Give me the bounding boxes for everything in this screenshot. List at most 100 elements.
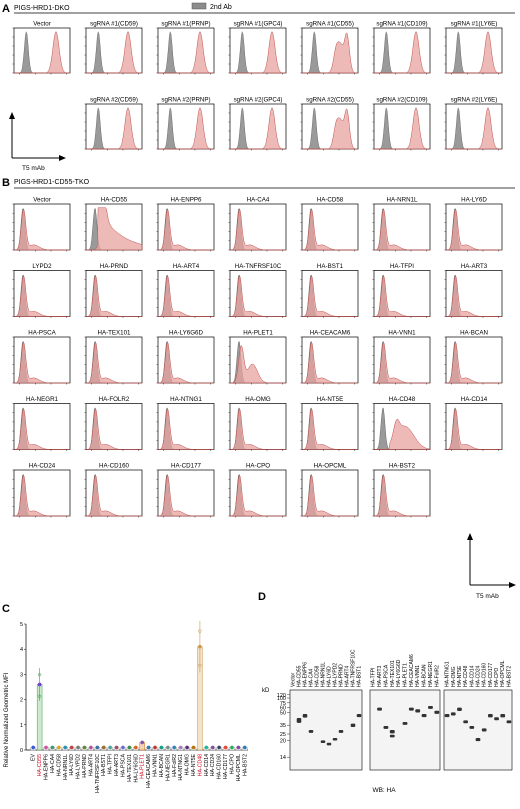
replicate-HA-CD55: [37, 694, 42, 698]
point-HA-VNN1: [153, 745, 157, 750]
lane-label: HA-ENPP6: [303, 662, 309, 687]
histogram-label: HA-LY6D: [461, 197, 487, 204]
histogram-b-3-3: HA-OMG: [228, 396, 287, 451]
histogram-b-1-5: HA-TFPI: [372, 263, 431, 318]
lane-label: HA-NEGR1: [428, 661, 434, 687]
histogram-b-4-5: HA-BST2: [372, 463, 431, 518]
histogram-a1-2: sgRNA #1(PRNP): [156, 21, 215, 75]
histogram-label: sgRNA #2(CD59): [90, 97, 138, 104]
histogram-label: HA-BST2: [389, 463, 416, 470]
band: [320, 740, 326, 743]
lane-label: HA-CPO: [494, 667, 500, 687]
histogram-a2-0: sgRNA #2(CD59): [84, 97, 143, 151]
lane-label: HA-BCAN: [422, 664, 428, 687]
sample-histogram: [230, 31, 286, 74]
sample-histogram: [14, 274, 70, 317]
x-tick-label: HA-OPCML: [236, 754, 242, 781]
point-HA-CD160: [217, 745, 221, 750]
x-tick-label: HA-ENPP6: [44, 754, 50, 780]
band: [389, 734, 395, 738]
point-HA-OMG: [185, 745, 189, 750]
band: [383, 726, 389, 729]
lane-label: HA-PLET1: [403, 663, 409, 687]
sample-histogram: [158, 341, 214, 384]
x-tick-label: HA-VNN1: [153, 754, 159, 777]
histogram-label: LYPD2: [32, 263, 52, 270]
band: [450, 712, 456, 716]
histogram-label: HA-CD55: [101, 197, 128, 204]
lane-label: HA-CD160: [482, 663, 488, 687]
histogram-b-1-0: LYPD2: [12, 263, 71, 318]
kd-label: kD: [262, 688, 270, 694]
panel-c-letter: C: [2, 603, 10, 615]
histogram-a2-2: sgRNA #2(GPC4): [228, 97, 287, 151]
sample-histogram: [302, 208, 358, 251]
y-tick-label: 3: [20, 672, 23, 678]
sample-histogram: [446, 31, 502, 74]
lane-label: HA-LYPD2: [333, 663, 339, 687]
histogram-label: HA-CEACAM6: [310, 330, 351, 337]
point-HA-TEX101: [127, 745, 132, 750]
histogram-label: HA-OMG: [245, 396, 271, 403]
lane-label: HA-NT5E: [457, 665, 463, 687]
y-tick-label: 5: [20, 622, 23, 628]
lane-label: HA-CEACAM6: [409, 654, 415, 687]
x-tick-label: HA-CD55: [37, 754, 43, 776]
blot-1: Vector HA-CD55 HA-ENPP6 HA-CA4 HA-CD58 HA-NRN…: [289, 649, 363, 771]
histogram-label: HA-VNN1: [388, 330, 416, 337]
point-HA-CD24: [210, 745, 215, 750]
panel-b-axis-arrows: [467, 533, 516, 588]
histogram-b-0-1: HA-CD55: [84, 197, 143, 252]
lane-label: HA-OMG: [451, 666, 457, 687]
lane-label: HA-NRN1L: [321, 662, 327, 687]
histogram-label: HA-NTNG1: [170, 396, 202, 403]
histogram-b-4-1: HA-CD160: [84, 463, 143, 518]
point-HA-NRN1L: [63, 745, 68, 750]
lane-label: HA-FolR2: [434, 665, 440, 687]
x-tick-label: HA-LY6D: [69, 754, 75, 776]
point-HA-ART3: [114, 745, 119, 750]
x-tick-label: HA-TEX101: [127, 754, 133, 782]
marker-20: 20: [280, 738, 286, 744]
histogram-label: HA-NRN1L: [387, 197, 419, 204]
point-HA-BST2: [242, 745, 247, 750]
lane-label: HA-TFPI: [371, 668, 377, 687]
histogram-b-1-3: HA-TNFRSF10C: [228, 263, 287, 318]
replicate-HA-CD55: [37, 673, 42, 677]
lane-label: HA-CD48: [463, 665, 469, 687]
x-tick-label: HA-CA4: [50, 754, 56, 773]
panel-a-axis-arrows: [9, 112, 66, 161]
point-HA-CEACAM6: [146, 745, 151, 750]
histogram-b-4-4: HA-OPCML: [300, 463, 359, 518]
histogram-label: HA-CD24: [29, 463, 56, 470]
sample-histogram: [230, 407, 286, 450]
sample-histogram: [158, 107, 214, 150]
marker-100: 100: [277, 696, 286, 702]
point-HA-NTNG1: [178, 745, 183, 750]
x-tick-label: HA-CD160: [217, 754, 223, 779]
marker-75: 75: [280, 701, 286, 707]
sample-histogram: [302, 407, 358, 450]
histogram-label: Vector: [33, 21, 51, 28]
histogram-label: HA-PSCA: [28, 330, 56, 337]
legend-label: 2nd Ab: [210, 4, 232, 11]
x-tick-label: HA-CD177: [223, 754, 229, 779]
sample-histogram: [230, 208, 286, 251]
histogram-label: HA-BCAN: [460, 330, 488, 337]
x-tick-label: HA-NEGR1: [165, 754, 171, 781]
histogram-label: HA-CD177: [171, 463, 201, 470]
sample-histogram: [158, 474, 214, 517]
x-tick-label: HA-CD24: [210, 754, 216, 776]
point-HA-CA4: [50, 745, 55, 750]
x-tick-label: HA-CD58: [56, 754, 62, 776]
panel-a-row2: sgRNA #2(CD59) sgRNA #2(PRNP) sgRNA #2(GPC…: [84, 97, 503, 151]
histogram-label: HA-CD58: [317, 197, 344, 204]
wb-label: WB: HA: [372, 787, 396, 794]
lane-label: HA-CD55: [297, 665, 303, 687]
sample-histogram: [86, 274, 142, 317]
histogram-label: HA-NEGR1: [26, 396, 59, 403]
histogram-b-0-4: HA-CD58: [300, 197, 359, 252]
lane-label: HA-NTNG1: [445, 661, 451, 687]
